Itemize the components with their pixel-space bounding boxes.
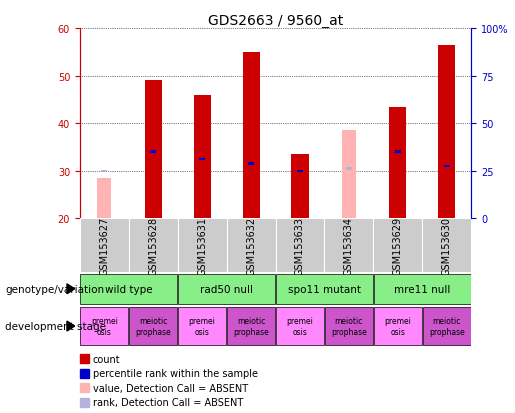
Bar (178, 274, 275, 304)
Bar (276, 274, 373, 304)
Text: premei
osis: premei osis (286, 317, 314, 336)
Text: wild type: wild type (105, 284, 152, 294)
Text: percentile rank within the sample: percentile rank within the sample (93, 368, 258, 378)
Text: GSM153627: GSM153627 (99, 216, 109, 275)
Bar (248, 163, 254, 166)
Text: development stage: development stage (5, 321, 106, 331)
Bar (227, 219, 276, 273)
Text: value, Detection Call = ABSENT: value, Detection Call = ABSENT (93, 383, 248, 393)
Text: GSM153632: GSM153632 (246, 216, 256, 275)
Text: GSM153634: GSM153634 (344, 216, 354, 275)
Bar (178, 308, 226, 345)
Bar (80, 308, 128, 345)
Bar (129, 219, 178, 273)
Text: GSM153629: GSM153629 (393, 216, 403, 275)
Bar (276, 308, 324, 345)
Text: rad50 null: rad50 null (200, 284, 253, 294)
Bar (325, 308, 373, 345)
Text: premei
osis: premei osis (384, 317, 411, 336)
Bar (423, 308, 471, 345)
Bar (389, 107, 406, 219)
Bar (227, 308, 275, 345)
Text: rank, Detection Call = ABSENT: rank, Detection Call = ABSENT (93, 397, 243, 407)
Text: GSM153633: GSM153633 (295, 216, 305, 275)
Bar (80, 274, 177, 304)
Bar (101, 170, 107, 173)
Text: meiotic
prophase: meiotic prophase (233, 317, 269, 336)
Bar (342, 131, 356, 219)
Bar (178, 219, 227, 273)
Bar (150, 151, 156, 154)
Bar (324, 219, 373, 273)
Text: premei
osis: premei osis (91, 317, 118, 336)
Bar (97, 178, 111, 219)
Text: meiotic
prophase: meiotic prophase (331, 317, 367, 336)
Bar (374, 308, 422, 345)
Bar (129, 308, 177, 345)
Text: count: count (93, 354, 121, 364)
Text: mre11 null: mre11 null (394, 284, 451, 294)
Bar (422, 219, 471, 273)
Bar (373, 219, 422, 273)
Text: GSM153628: GSM153628 (148, 216, 158, 275)
Bar (395, 151, 401, 154)
Bar (444, 165, 450, 168)
Text: GSM153631: GSM153631 (197, 216, 207, 275)
Text: meiotic
prophase: meiotic prophase (429, 317, 465, 336)
Bar (194, 95, 211, 219)
Text: spo11 mutant: spo11 mutant (288, 284, 361, 294)
Bar (199, 158, 205, 161)
Bar (374, 274, 471, 304)
Text: GSM153630: GSM153630 (442, 216, 452, 275)
Bar (291, 155, 308, 219)
Bar (346, 168, 352, 170)
Bar (438, 45, 455, 219)
Text: genotype/variation: genotype/variation (5, 284, 104, 294)
Title: GDS2663 / 9560_at: GDS2663 / 9560_at (208, 14, 343, 28)
Bar (243, 52, 260, 219)
Text: meiotic
prophase: meiotic prophase (135, 317, 171, 336)
Bar (80, 219, 129, 273)
Bar (145, 81, 162, 219)
Text: premei
osis: premei osis (188, 317, 216, 336)
Bar (276, 219, 324, 273)
Bar (297, 170, 303, 173)
